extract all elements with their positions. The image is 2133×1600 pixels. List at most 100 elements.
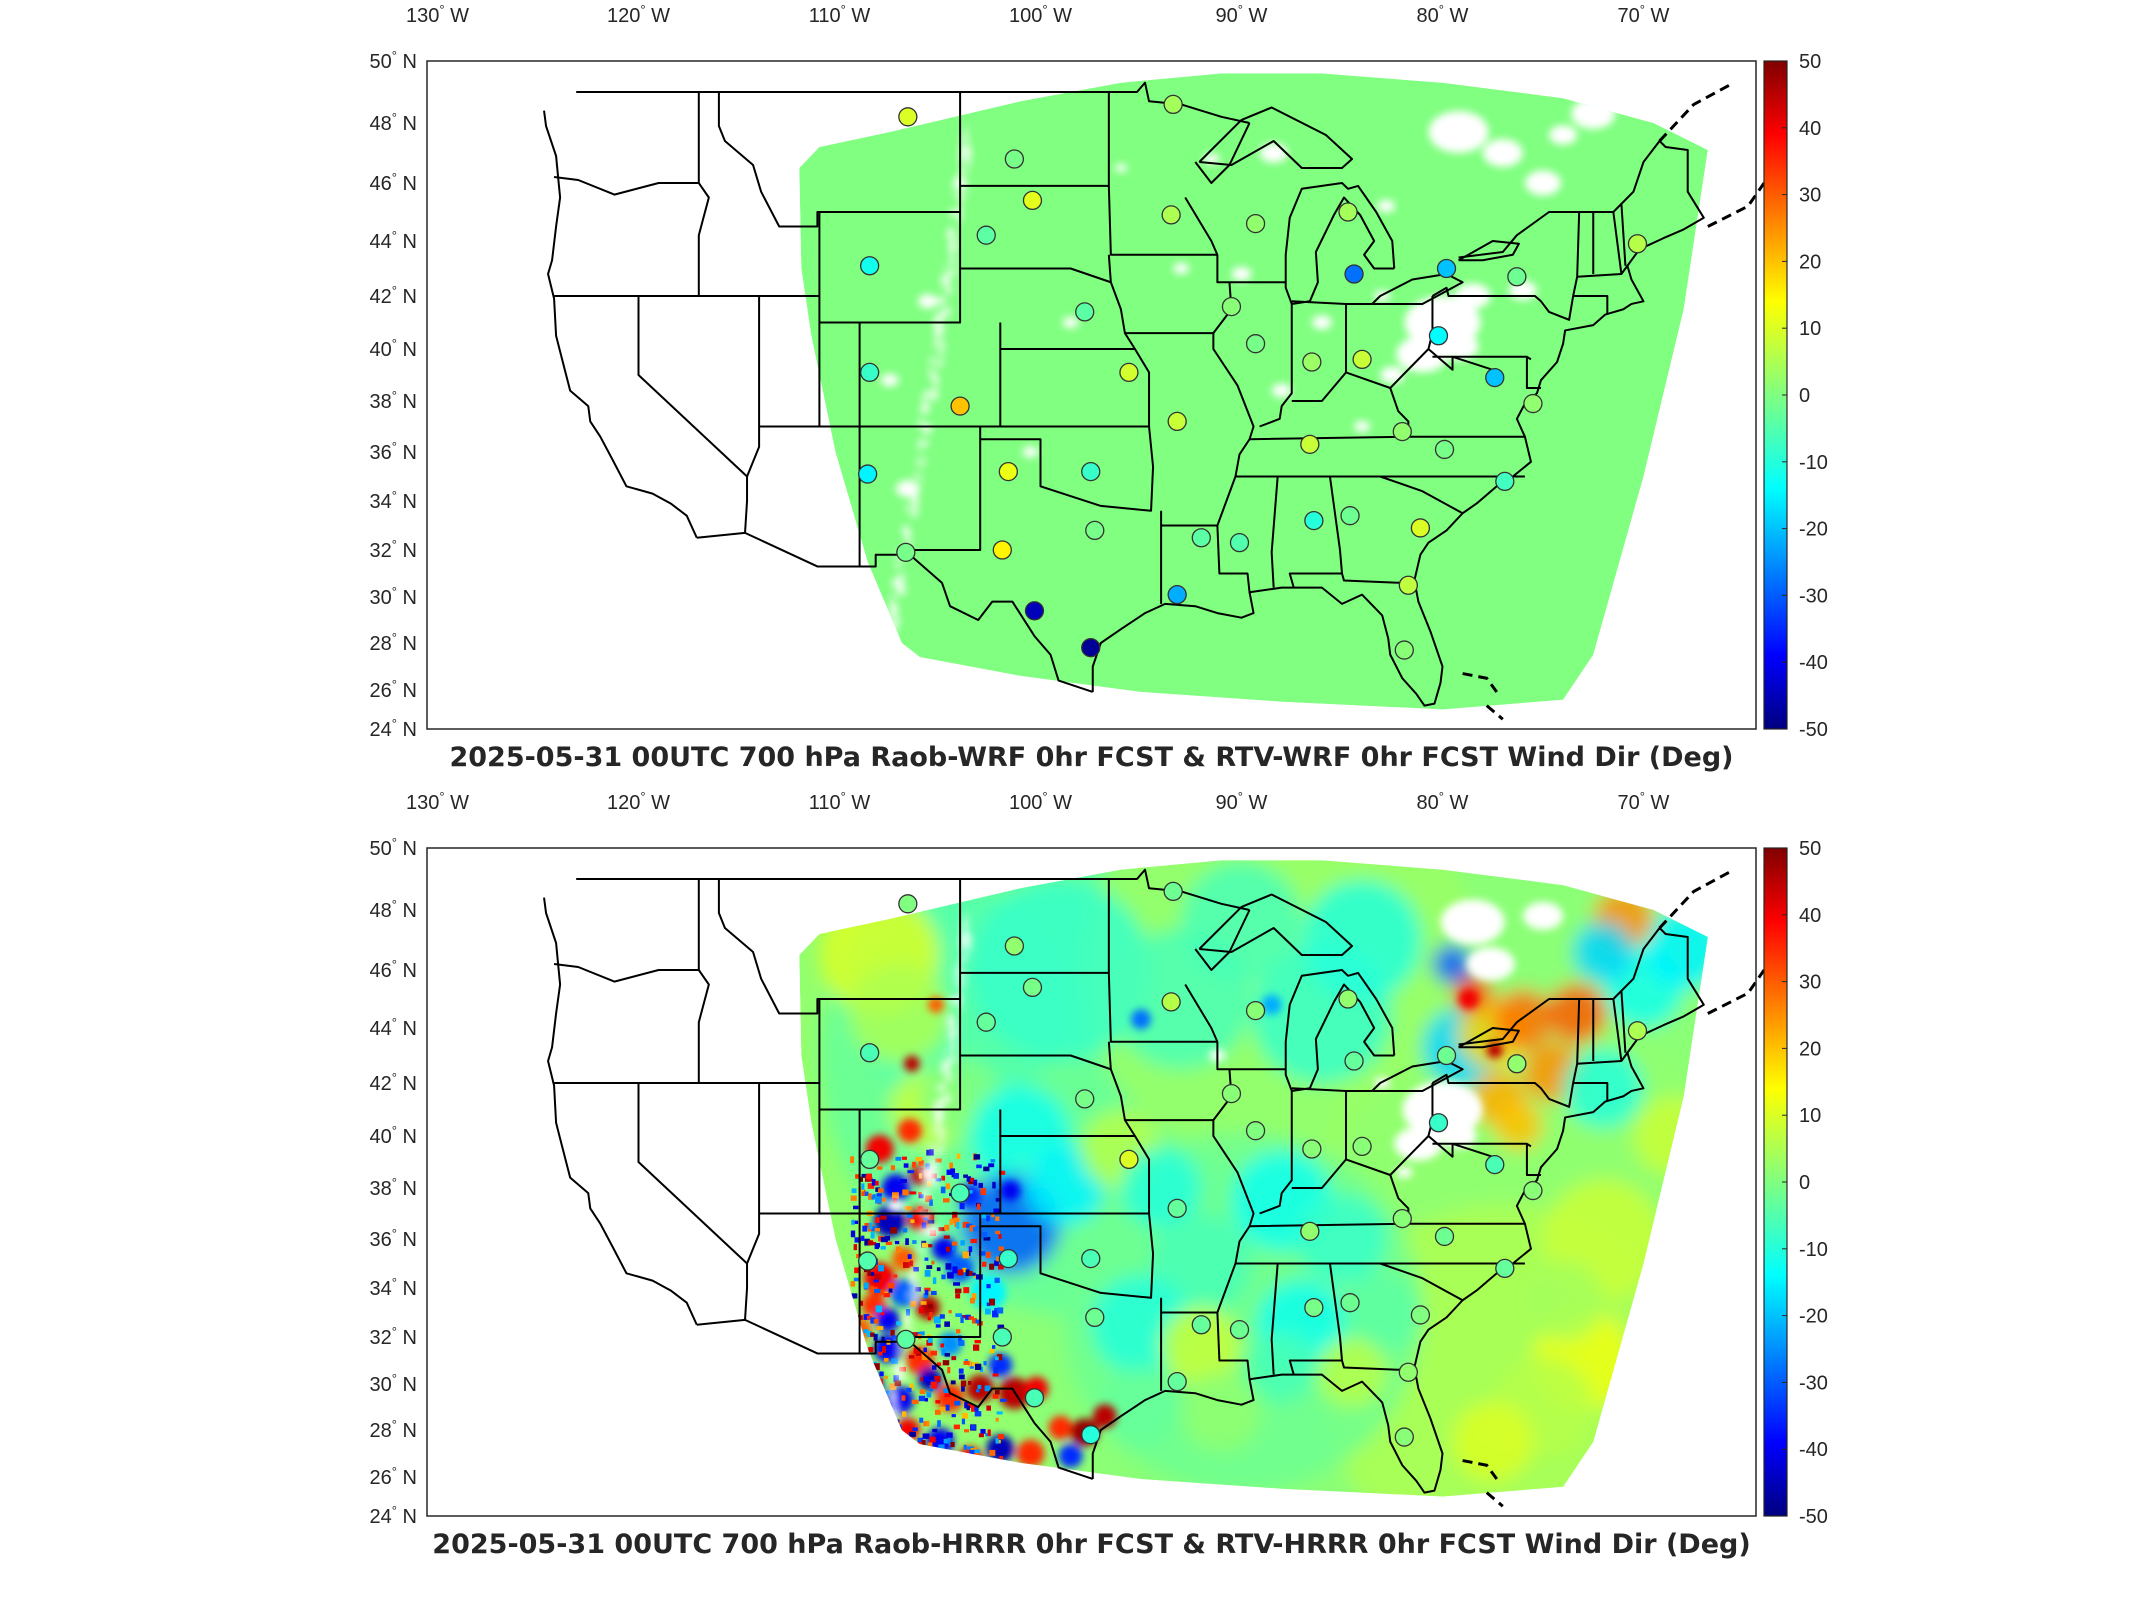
field-cell <box>971 1362 979 1367</box>
field-cell <box>994 1389 1000 1395</box>
missing-patch <box>1571 98 1616 130</box>
field-cell <box>929 1199 933 1206</box>
raob-station <box>1302 352 1322 372</box>
field-cell <box>893 1375 900 1382</box>
colorbar-tick-label: -50 <box>1799 719 1828 741</box>
field-cell <box>960 1316 964 1324</box>
lat-label: 26° N <box>370 677 417 702</box>
missing-patch <box>885 625 891 630</box>
colorbar: 50 40 30 20 10 0 -10 -20 -30 -40 -50 <box>1763 51 1828 741</box>
field-cell <box>884 1390 891 1395</box>
field-cell <box>947 1397 955 1403</box>
missing-patch <box>884 1426 890 1432</box>
field-cell <box>862 1372 870 1380</box>
field-cell <box>919 1417 924 1423</box>
field-cell <box>979 1213 987 1219</box>
field-cell <box>853 1400 859 1405</box>
missing-patch <box>887 649 895 657</box>
field-cell <box>926 1420 930 1427</box>
missing-patch <box>966 946 972 952</box>
field-cell <box>867 1270 872 1276</box>
missing-patch <box>911 1279 918 1287</box>
field-cell <box>873 1279 879 1283</box>
field-cell <box>986 1302 990 1307</box>
field-cell <box>871 1226 877 1232</box>
field-cell <box>949 1162 954 1169</box>
missing-patch <box>918 475 923 481</box>
missing-patch <box>905 1292 912 1298</box>
field-cell <box>891 1192 899 1199</box>
field-cell <box>866 1366 871 1373</box>
field-cell <box>984 1385 991 1392</box>
boundary-line <box>576 868 1250 911</box>
field-cell <box>1261 994 1282 1015</box>
field-cell <box>931 1260 935 1265</box>
field-cell <box>961 1418 966 1425</box>
field-cell <box>874 1273 882 1280</box>
boundary-line <box>1291 1090 1348 1189</box>
missing-patch <box>964 934 969 939</box>
field-cell <box>893 1214 900 1221</box>
raob-station <box>1410 518 1431 538</box>
field-cell <box>908 1355 915 1359</box>
field-cell <box>864 1282 869 1289</box>
field-cell <box>871 1391 878 1398</box>
field-cell <box>952 1246 956 1251</box>
lat-label: 38° N <box>370 388 417 413</box>
field-cell <box>879 1197 886 1202</box>
field-cell <box>935 1324 941 1328</box>
missing-patch <box>884 627 889 632</box>
boundary-line <box>1000 254 1151 428</box>
boundary-line <box>1216 254 1286 284</box>
raob-station <box>1081 1248 1101 1269</box>
field-cell <box>921 1222 927 1229</box>
raob-station <box>1627 1021 1648 1041</box>
field-cell <box>885 1241 893 1246</box>
raob-station <box>1436 258 1457 279</box>
missing-patch <box>922 398 927 403</box>
missing-patch <box>892 623 897 628</box>
field-cell <box>938 1227 946 1232</box>
field-cell <box>957 1269 964 1276</box>
field-cell <box>875 1217 880 1223</box>
field-cell <box>869 1376 876 1384</box>
field-cell <box>947 1272 954 1279</box>
field-cell <box>960 1380 967 1387</box>
raob-station <box>1434 439 1455 460</box>
missing-patch <box>931 1175 938 1182</box>
missing-patch <box>1022 446 1039 458</box>
missing-patch <box>882 651 888 658</box>
field-cell <box>998 1462 1004 1468</box>
field-cell <box>998 1233 1002 1239</box>
colorbar-tick-label: -30 <box>1799 585 1828 607</box>
field-cell <box>879 1371 884 1377</box>
field-cell <box>907 1170 915 1174</box>
field-cell <box>861 1458 869 1463</box>
missing-patch <box>929 1143 933 1147</box>
boundary-line <box>1198 106 1354 169</box>
raob-station <box>1485 367 1505 388</box>
field-cell <box>895 1156 902 1161</box>
missing-patch <box>933 382 938 387</box>
field-cell <box>861 1183 865 1190</box>
field-cell <box>871 1194 875 1200</box>
missing-patch <box>879 655 886 662</box>
boundary-line <box>1184 983 1219 1043</box>
field-cell <box>850 1156 855 1164</box>
raob-station <box>1428 1113 1449 1133</box>
field-cell <box>908 1285 914 1289</box>
missing-patch <box>952 240 958 247</box>
field-cell <box>979 1366 984 1372</box>
lon-label: 70° W <box>1618 789 1670 814</box>
field-cell <box>968 1360 972 1367</box>
missing-patch <box>912 487 917 492</box>
longitude-labels: 130° W 120° W 110° W 100° W 90° W 80° W 70° W <box>406 789 1670 814</box>
field-cell <box>965 1269 970 1277</box>
raob-station <box>1004 149 1025 169</box>
missing-patch <box>1173 262 1190 275</box>
field-cell <box>899 1179 907 1183</box>
field-cell <box>1563 1048 1644 1129</box>
raob-station <box>1163 94 1183 115</box>
field-cell <box>859 1370 865 1376</box>
field-cell <box>852 1414 859 1418</box>
